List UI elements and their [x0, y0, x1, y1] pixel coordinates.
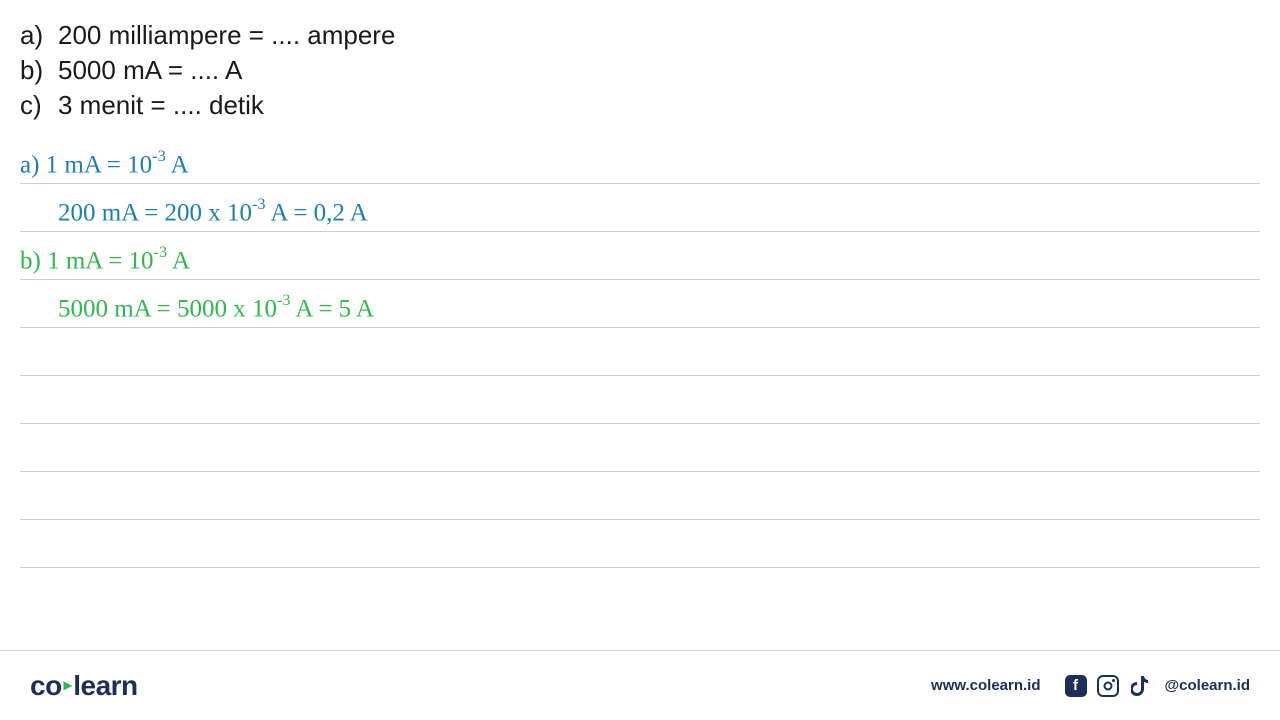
- question-a-letter: a): [20, 18, 58, 53]
- rule-line: [20, 424, 1260, 472]
- tiktok-icon: [1129, 675, 1151, 697]
- website-url: www.colearn.id: [931, 677, 1040, 694]
- question-c-text: 3 menit = .... detik: [58, 90, 264, 120]
- logo-dot-icon: ▸: [64, 675, 72, 695]
- answer-a1-pre: a) 1 mA = 10: [20, 151, 152, 178]
- question-c-letter: c): [20, 88, 58, 123]
- answer-a2-pre: 200 mA = 200 x 10: [58, 199, 252, 226]
- answer-b1-post: A: [167, 247, 190, 274]
- answer-a1-exp: -3: [152, 147, 166, 165]
- question-b-letter: b): [20, 53, 58, 88]
- answer-b1-exp: -3: [154, 243, 168, 261]
- rule-line: 5000 mA = 5000 x 10-3 A = 5 A: [20, 280, 1260, 328]
- footer-right: www.colearn.id f @colearn.id: [931, 675, 1250, 697]
- question-a: a)200 milliampere = .... ampere: [20, 18, 1260, 53]
- question-b-text: 5000 mA = .... A: [58, 55, 242, 85]
- question-c: c)3 menit = .... detik: [20, 88, 1260, 123]
- instagram-icon: [1097, 675, 1119, 697]
- rule-line: [20, 328, 1260, 376]
- answer-b-line1: b) 1 mA = 10-3 A: [20, 245, 190, 275]
- facebook-icon: f: [1065, 675, 1087, 697]
- rule-line: [20, 520, 1260, 568]
- brand-logo: co▸learn: [30, 670, 138, 702]
- answer-b1-pre: b) 1 mA = 10: [20, 247, 154, 274]
- question-a-text: 200 milliampere = .... ampere: [58, 20, 395, 50]
- notebook-area: a) 1 mA = 10-3 A 200 mA = 200 x 10-3 A =…: [20, 180, 1260, 620]
- logo-co: co: [30, 670, 62, 701]
- question-b: b)5000 mA = .... A: [20, 53, 1260, 88]
- answer-a1-post: A: [166, 151, 189, 178]
- answer-a2-exp: -3: [252, 195, 266, 213]
- rule-line: [20, 376, 1260, 424]
- rule-line: [20, 472, 1260, 520]
- question-block: a)200 milliampere = .... ampere b)5000 m…: [0, 0, 1280, 123]
- rule-line: 200 mA = 200 x 10-3 A = 0,2 A: [20, 184, 1260, 232]
- rule-line: b) 1 mA = 10-3 A: [20, 232, 1260, 280]
- answer-a-line2: 200 mA = 200 x 10-3 A = 0,2 A: [58, 197, 368, 227]
- answer-b2-pre: 5000 mA = 5000 x 10: [58, 295, 277, 322]
- answer-b-line2: 5000 mA = 5000 x 10-3 A = 5 A: [58, 293, 374, 323]
- footer: co▸learn www.colearn.id f @colearn.id: [0, 650, 1280, 720]
- logo-learn: learn: [73, 670, 137, 701]
- social-handle: @colearn.id: [1165, 677, 1250, 694]
- answer-b2-exp: -3: [277, 291, 291, 309]
- answer-a-line1: a) 1 mA = 10-3 A: [20, 149, 189, 179]
- answer-a2-post: A = 0,2 A: [266, 199, 368, 226]
- answer-b2-post: A = 5 A: [291, 295, 375, 322]
